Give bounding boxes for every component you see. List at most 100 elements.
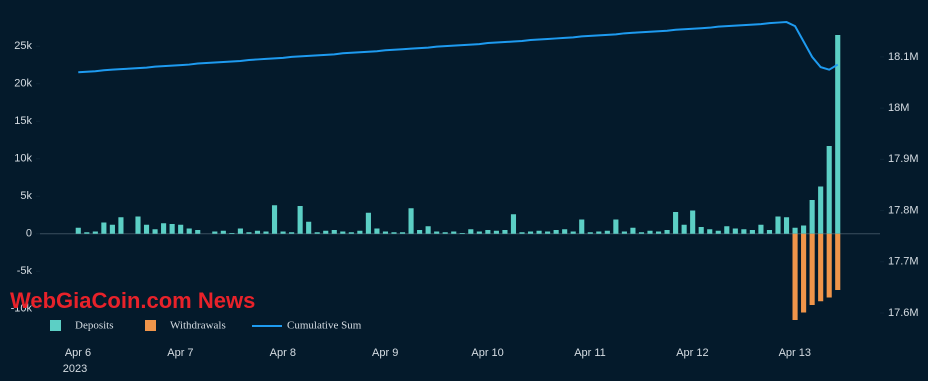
bar xyxy=(374,228,380,234)
x-year-label: 2023 xyxy=(63,363,87,375)
y2-tick-label: 17.8M xyxy=(888,204,919,216)
bar xyxy=(143,224,150,234)
bar xyxy=(647,230,653,234)
bar xyxy=(178,224,184,234)
bar xyxy=(724,226,730,234)
legend-swatch xyxy=(145,320,156,331)
bar xyxy=(510,214,517,234)
bar xyxy=(417,230,423,234)
y-tick-label: 10k xyxy=(14,153,32,165)
watermark: WebGiaCoin.com News xyxy=(10,288,255,313)
bar xyxy=(382,231,389,234)
bar xyxy=(408,208,414,234)
bar xyxy=(263,231,269,234)
bar xyxy=(570,231,576,234)
bar xyxy=(749,230,755,234)
bar xyxy=(425,226,431,234)
bar xyxy=(587,232,593,234)
y-tick-label: 25k xyxy=(14,40,32,52)
bar xyxy=(809,233,815,305)
y2-tick-label: 18.1M xyxy=(888,51,919,63)
bar xyxy=(758,224,764,234)
bar xyxy=(485,230,491,234)
bar xyxy=(220,230,226,234)
y-tick-label: 5k xyxy=(20,190,32,202)
bar xyxy=(348,232,354,234)
legend-label: Deposits xyxy=(75,320,114,332)
bar xyxy=(732,228,738,234)
bar xyxy=(135,216,141,234)
bar xyxy=(673,212,679,234)
bar xyxy=(169,224,175,234)
bar xyxy=(340,231,346,234)
bar xyxy=(527,231,534,234)
bar xyxy=(707,229,713,234)
bar xyxy=(664,230,670,234)
bar xyxy=(271,205,278,234)
x-tick-label: Apr 8 xyxy=(270,347,296,359)
bar xyxy=(186,228,192,234)
bar xyxy=(809,200,815,234)
bar xyxy=(306,221,312,234)
bar xyxy=(323,230,329,234)
bar xyxy=(75,227,81,234)
bar xyxy=(314,232,320,234)
bar xyxy=(195,230,201,234)
bar xyxy=(801,233,807,313)
bar xyxy=(442,232,448,234)
bar xyxy=(715,230,721,234)
bar xyxy=(536,230,542,234)
legend-swatch xyxy=(50,320,61,331)
x-tick-label: Apr 10 xyxy=(471,347,503,359)
bar xyxy=(365,212,371,234)
bar xyxy=(630,227,636,234)
x-tick-label: Apr 11 xyxy=(574,347,606,359)
bar xyxy=(519,232,525,234)
legend: Deposits Withdrawals Cumulative Sum xyxy=(50,320,362,332)
bar xyxy=(451,231,457,234)
bar xyxy=(289,232,295,234)
bar xyxy=(783,217,790,234)
bar xyxy=(792,227,798,234)
bar xyxy=(766,230,773,234)
bar xyxy=(792,233,798,320)
bar xyxy=(826,233,832,298)
cumulative-line xyxy=(78,21,839,74)
bar xyxy=(741,229,747,234)
y2-tick-label: 17.6M xyxy=(888,307,919,319)
bar xyxy=(109,224,115,234)
y-tick-label: -10k xyxy=(11,303,33,315)
bar xyxy=(459,233,465,234)
x-tick-label: Apr 6 xyxy=(65,347,91,359)
bar xyxy=(101,222,107,234)
bar xyxy=(118,217,124,234)
bar xyxy=(399,232,406,234)
y2-tick-label: 17.7M xyxy=(888,256,919,268)
y2-tick-label: 18M xyxy=(888,102,909,114)
x-tick-label: Apr 12 xyxy=(676,347,708,359)
bar xyxy=(84,232,90,234)
bar xyxy=(681,224,687,234)
bar xyxy=(835,233,841,290)
bar xyxy=(212,231,218,234)
bar xyxy=(562,229,568,234)
legend-label: Cumulative Sum xyxy=(287,320,362,332)
bar xyxy=(254,230,261,234)
bar xyxy=(655,231,662,234)
bar xyxy=(280,231,286,234)
bar xyxy=(502,230,508,234)
bar xyxy=(621,231,627,234)
legend-label: Withdrawals xyxy=(170,320,226,332)
bar xyxy=(92,231,98,234)
bar xyxy=(468,229,474,234)
y2-tick-label: 17.9M xyxy=(888,153,919,165)
y-tick-label: 0 xyxy=(26,228,32,240)
y-tick-label: 20k xyxy=(14,78,32,90)
bar xyxy=(579,219,585,234)
x-tick-label: Apr 13 xyxy=(779,347,811,359)
bar xyxy=(596,231,602,234)
bar xyxy=(331,230,337,234)
bar xyxy=(835,35,841,234)
